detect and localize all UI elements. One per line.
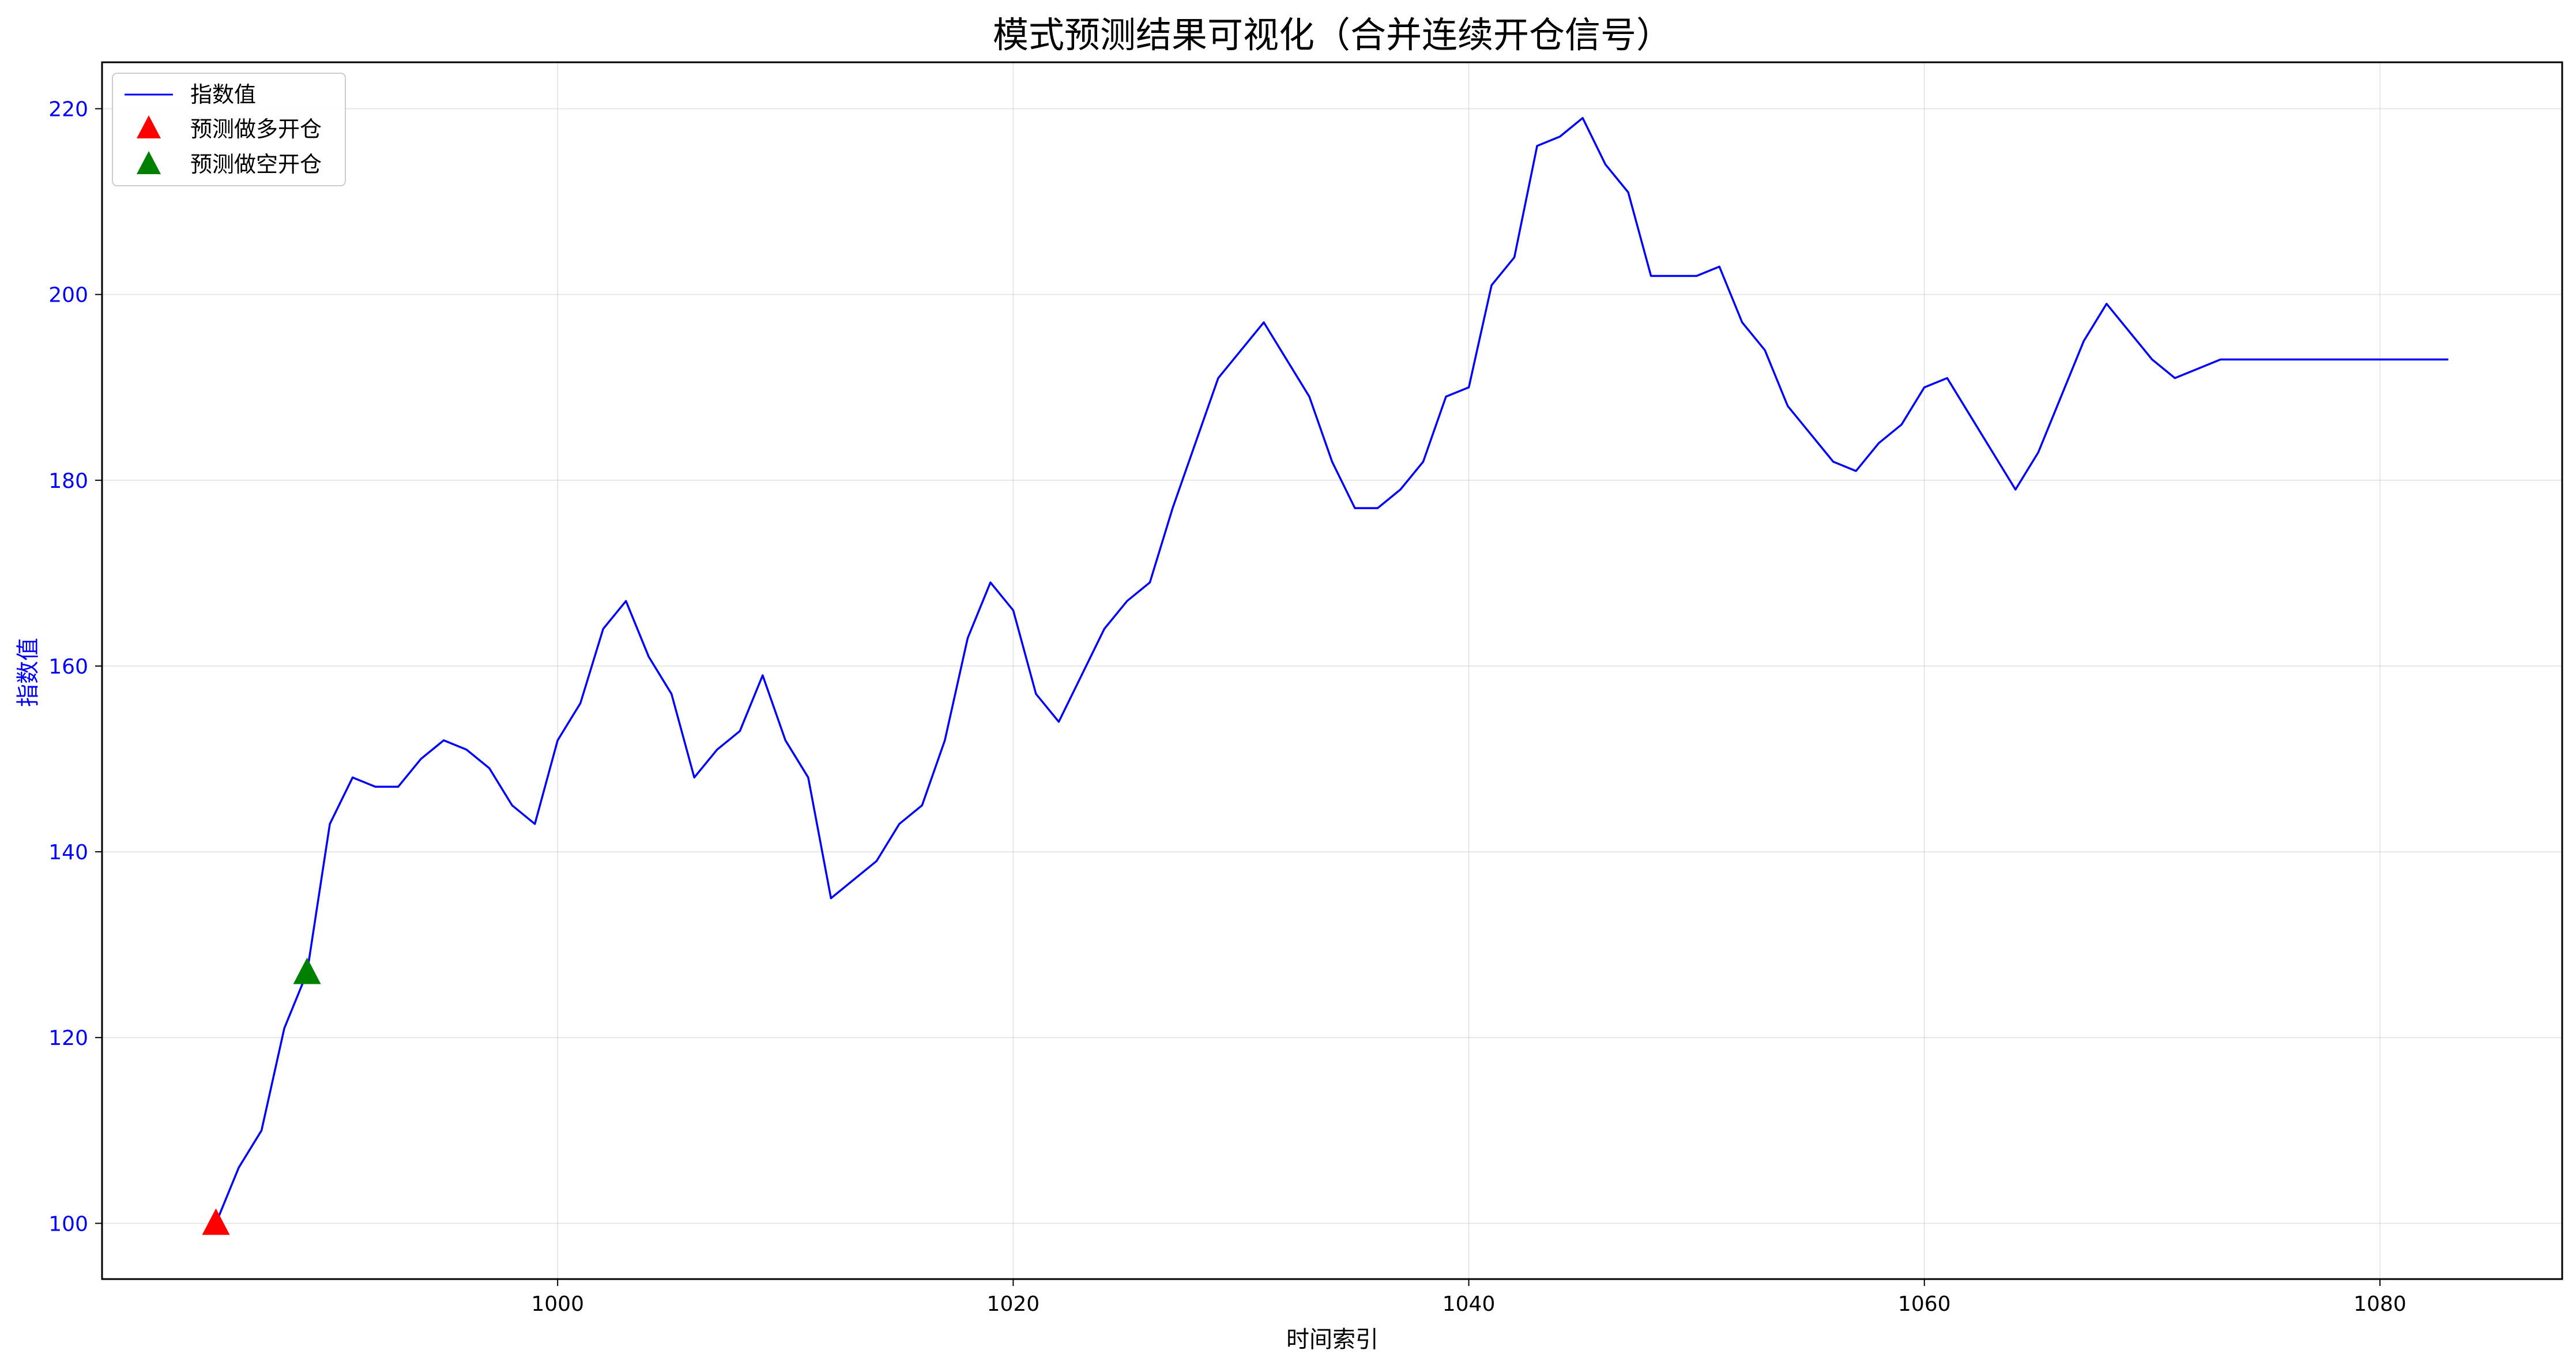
y-axis-label: 指数值 — [15, 638, 42, 707]
y-tick-label: 180 — [48, 469, 88, 493]
grid — [102, 62, 2562, 1279]
plot-area-frame — [101, 61, 2563, 1280]
y-tick-label: 200 — [48, 284, 88, 307]
x-tick-label: 1040 — [1443, 1292, 1496, 1316]
x-tick-label: 1000 — [531, 1292, 584, 1316]
series-line-index — [214, 116, 2449, 1224]
legend-entry-short: 预测做空开仓 — [190, 152, 322, 177]
long-open-marker — [202, 1208, 230, 1235]
legend-box — [112, 73, 346, 186]
legend-entry-index: 指数值 — [190, 82, 256, 107]
y-tick-label: 140 — [48, 841, 88, 864]
legend-long-marker — [137, 115, 161, 138]
marker-layer — [202, 957, 321, 1235]
legend-short-marker — [137, 151, 161, 174]
axis-ticks: 1000 1020 1040 1060 1080 100 120 140 160 180 200 22… — [48, 98, 2406, 1316]
chart-title: 模式预测结果可视化（合并连续开仓信号） — [993, 14, 1672, 56]
y-tick-label: 220 — [48, 98, 88, 122]
y-tick-label: 100 — [48, 1212, 88, 1236]
legend-entry-long: 预测做多开仓 — [190, 116, 322, 142]
x-tick-label: 1020 — [987, 1292, 1040, 1316]
short-open-marker — [293, 957, 321, 984]
y-tick-label: 160 — [48, 655, 88, 679]
series-line-layer — [214, 116, 2449, 1224]
x-tick-label: 1060 — [1898, 1292, 1951, 1316]
y-tick-label: 120 — [48, 1026, 88, 1050]
legend: 指数值 预测做多开仓 预测做空开仓 — [112, 73, 346, 186]
x-tick-label: 1080 — [2353, 1292, 2406, 1316]
x-axis-label: 时间索引 — [1286, 1326, 1379, 1353]
